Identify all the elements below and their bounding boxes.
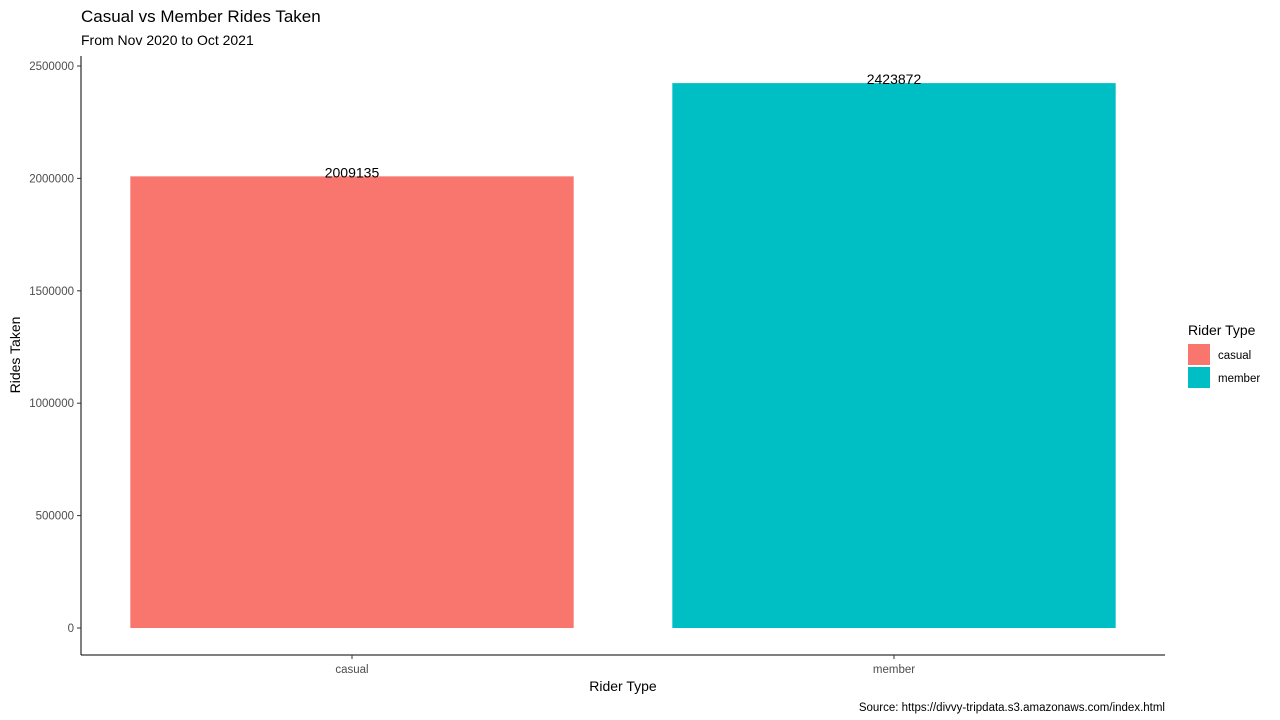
chart-subtitle: From Nov 2020 to Oct 2021	[81, 32, 254, 48]
data-label-member: 2423872	[867, 71, 922, 87]
y-tick-label: 0	[68, 623, 74, 635]
legend-title: Rider Type	[1188, 322, 1256, 338]
y-axis-title: Rides Taken	[7, 317, 23, 394]
x-ticks-group: casual member	[335, 655, 915, 676]
y-tick-label: 2000000	[29, 173, 74, 185]
x-axis-title: Rider Type	[589, 678, 657, 694]
legend: Rider Type casual member	[1188, 322, 1260, 388]
chart-title: Casual vs Member Rides Taken	[81, 7, 321, 26]
data-labels-group: 2009135 2423872	[325, 71, 922, 180]
legend-label-member: member	[1218, 373, 1260, 385]
data-label-casual: 2009135	[325, 164, 380, 180]
y-tick-label: 2500000	[29, 61, 74, 73]
x-tick-label-member: member	[873, 664, 915, 676]
y-ticks-group: 0 500000 1000000 1500000 2000000 2500000	[29, 61, 81, 635]
legend-key-casual	[1188, 344, 1210, 365]
axes-group	[80, 56, 1165, 656]
bar-member	[672, 83, 1116, 628]
chart-caption: Source: https://divvy-tripdata.s3.amazon…	[859, 702, 1165, 714]
x-tick-label-casual: casual	[335, 664, 368, 676]
legend-key-member	[1188, 367, 1210, 388]
y-tick-label: 1500000	[29, 286, 74, 298]
y-tick-label: 500000	[36, 511, 74, 523]
legend-label-casual: casual	[1218, 350, 1251, 362]
bars-group	[130, 83, 1116, 629]
bar-casual	[130, 176, 574, 629]
y-tick-label: 1000000	[29, 398, 74, 410]
